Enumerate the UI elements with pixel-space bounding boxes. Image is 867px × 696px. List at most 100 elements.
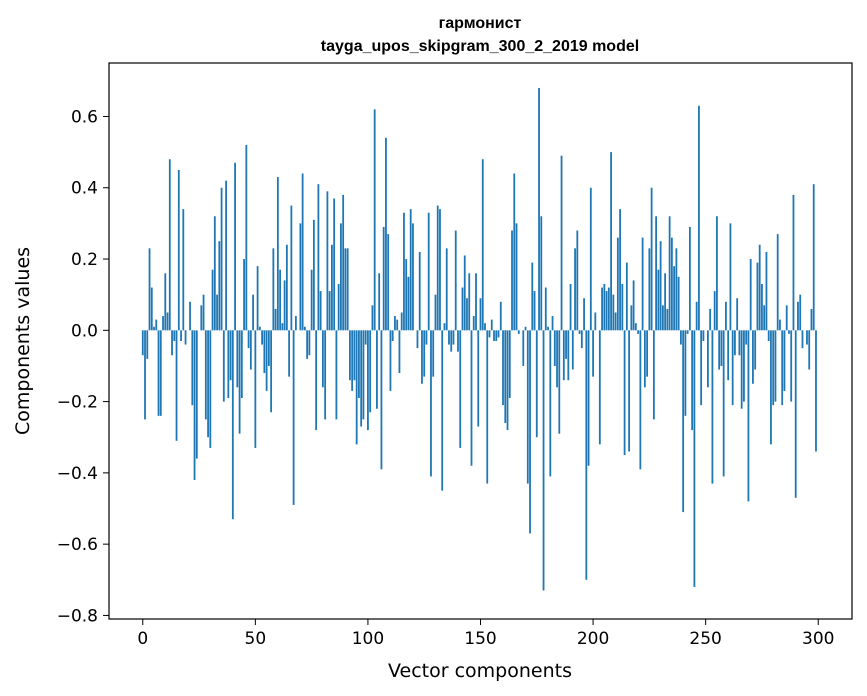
bar-67 bbox=[292, 330, 295, 505]
bar-178 bbox=[542, 330, 545, 591]
bar-72 bbox=[303, 326, 306, 331]
bar-134 bbox=[443, 323, 446, 331]
bar-180 bbox=[547, 326, 549, 331]
bar-149 bbox=[477, 330, 480, 427]
bar-254 bbox=[713, 291, 716, 331]
bar-210 bbox=[614, 312, 617, 331]
bar-194 bbox=[578, 330, 581, 334]
bar-219 bbox=[634, 323, 637, 331]
bar-246 bbox=[695, 301, 698, 331]
bar-240 bbox=[682, 330, 685, 513]
bar-132 bbox=[439, 209, 441, 331]
bar-258 bbox=[722, 330, 725, 477]
bar-268 bbox=[745, 330, 748, 345]
bar-162 bbox=[506, 330, 509, 431]
bar-7 bbox=[157, 330, 160, 416]
y-tick-label-1: −0.6 bbox=[57, 535, 98, 555]
bar-190 bbox=[569, 283, 572, 331]
bar-148 bbox=[475, 273, 477, 331]
bar-284 bbox=[781, 330, 784, 406]
bar-66 bbox=[290, 205, 293, 331]
bar-5 bbox=[153, 326, 155, 331]
bar-158 bbox=[497, 330, 500, 338]
bar-147 bbox=[472, 316, 475, 331]
y-axis: −0.8 −0.6 −0.4 −0.2 0.0 0.2 0.4 0.6 bbox=[57, 107, 109, 626]
bar-272 bbox=[754, 330, 757, 370]
bar-11 bbox=[166, 312, 169, 331]
bar-165 bbox=[513, 173, 516, 331]
bar-111 bbox=[391, 330, 394, 341]
bar-230 bbox=[659, 241, 662, 331]
y-tick-label-0: −0.8 bbox=[57, 606, 98, 626]
bar-175 bbox=[535, 330, 538, 438]
bar-227 bbox=[652, 330, 655, 420]
bar-281 bbox=[774, 330, 777, 402]
x-axis: 0 50 100 150 200 250 300 bbox=[137, 619, 834, 649]
x-tick-label-4: 200 bbox=[577, 629, 609, 649]
bar-93 bbox=[351, 330, 354, 391]
x-tick-label-2: 100 bbox=[352, 629, 384, 649]
bar-217 bbox=[630, 305, 633, 331]
x-tick-label-0: 0 bbox=[137, 629, 148, 649]
bar-238 bbox=[677, 276, 680, 331]
x-tick-label-1: 50 bbox=[245, 629, 267, 649]
bar-138 bbox=[452, 330, 455, 345]
bar-116 bbox=[403, 212, 405, 331]
bar-42 bbox=[236, 330, 239, 388]
bar-298 bbox=[812, 184, 815, 331]
bar-204 bbox=[601, 287, 603, 331]
bar-1 bbox=[144, 330, 146, 420]
bar-151 bbox=[481, 159, 484, 331]
bar-145 bbox=[468, 273, 471, 331]
bar-73 bbox=[306, 330, 309, 359]
bar-105 bbox=[378, 273, 381, 331]
bar-146 bbox=[470, 330, 473, 466]
bar-167 bbox=[517, 330, 520, 334]
bar-45 bbox=[243, 259, 245, 331]
bar-270 bbox=[749, 259, 752, 331]
bar-110 bbox=[389, 330, 392, 391]
bar-129 bbox=[432, 330, 435, 377]
bar-103 bbox=[373, 109, 376, 331]
bar-99 bbox=[364, 330, 367, 345]
bar-184 bbox=[556, 330, 558, 388]
bar-154 bbox=[488, 330, 491, 338]
bar-133 bbox=[441, 330, 444, 491]
bar-126 bbox=[425, 330, 428, 345]
bar-2 bbox=[146, 330, 149, 359]
bar-209 bbox=[612, 294, 615, 331]
bar-181 bbox=[549, 330, 552, 477]
bar-288 bbox=[790, 330, 793, 402]
bar-266 bbox=[740, 330, 743, 409]
bar-143 bbox=[463, 255, 466, 331]
bar-71 bbox=[301, 173, 304, 331]
bar-275 bbox=[761, 283, 763, 331]
bar-171 bbox=[526, 330, 529, 484]
bar-283 bbox=[779, 319, 781, 331]
bar-86 bbox=[335, 330, 338, 420]
bar-24 bbox=[195, 330, 198, 459]
bar-59 bbox=[274, 308, 277, 331]
bar-245 bbox=[693, 330, 696, 587]
bar-291 bbox=[797, 301, 799, 331]
bar-277 bbox=[765, 251, 768, 331]
bar-12 bbox=[168, 159, 171, 331]
bar-23 bbox=[193, 330, 196, 480]
bar-278 bbox=[767, 330, 770, 341]
y-tick-label-3: −0.2 bbox=[57, 393, 98, 413]
bar-199 bbox=[589, 187, 592, 331]
bar-144 bbox=[466, 298, 468, 331]
bar-297 bbox=[810, 308, 813, 331]
bar-237 bbox=[675, 248, 678, 331]
bar-257 bbox=[720, 330, 723, 366]
bar-225 bbox=[648, 248, 651, 331]
bar-96 bbox=[358, 330, 360, 399]
bar-40 bbox=[231, 330, 234, 520]
bar-36 bbox=[222, 330, 225, 402]
bar-48 bbox=[249, 330, 252, 370]
bar-98 bbox=[362, 330, 365, 420]
bar-64 bbox=[285, 244, 288, 331]
bar-198 bbox=[587, 330, 590, 466]
bar-163 bbox=[508, 330, 511, 399]
